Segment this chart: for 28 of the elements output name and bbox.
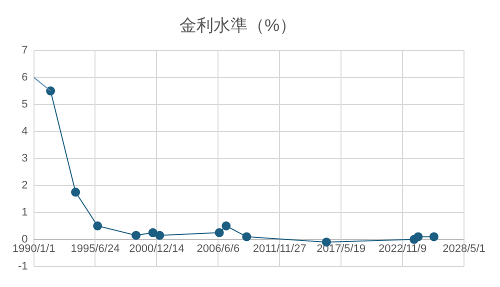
point [132, 230, 141, 240]
point [414, 232, 423, 242]
point [222, 221, 231, 230]
y-tick-label: 7 [22, 44, 28, 56]
point [214, 228, 224, 238]
x-tick-label: 2022/11/9 [378, 243, 427, 256]
x-tick-label: 2017/5/19 [316, 243, 366, 256]
y-tick-label: 0 [22, 233, 28, 246]
point [46, 86, 56, 96]
point [93, 221, 102, 230]
y-tick-label: 4 [22, 125, 28, 138]
x-tick-label: 2006/6/6 [196, 243, 240, 256]
chart-title: 金利水準（%） [179, 16, 297, 35]
x-tick-label: 1990/1/1 [12, 243, 56, 256]
y-tick-label: 5 [22, 98, 28, 110]
x-tick-label: 2028/5/1 [442, 243, 486, 256]
x-tick-label: 2011/11/27 [252, 243, 306, 256]
y-tick-label: 1 [22, 206, 28, 218]
point [429, 232, 438, 242]
y-tick-label: 3 [22, 152, 28, 164]
point [155, 230, 164, 240]
x-tick-label: 2000/12/14 [129, 243, 184, 256]
y-tick-label: 6 [22, 71, 28, 84]
y-tick-label: -1 [18, 260, 28, 272]
point [242, 232, 252, 242]
x-tick-label: 1995/6/24 [70, 243, 120, 256]
point [71, 188, 80, 197]
y-tick-label: 2 [22, 179, 28, 192]
